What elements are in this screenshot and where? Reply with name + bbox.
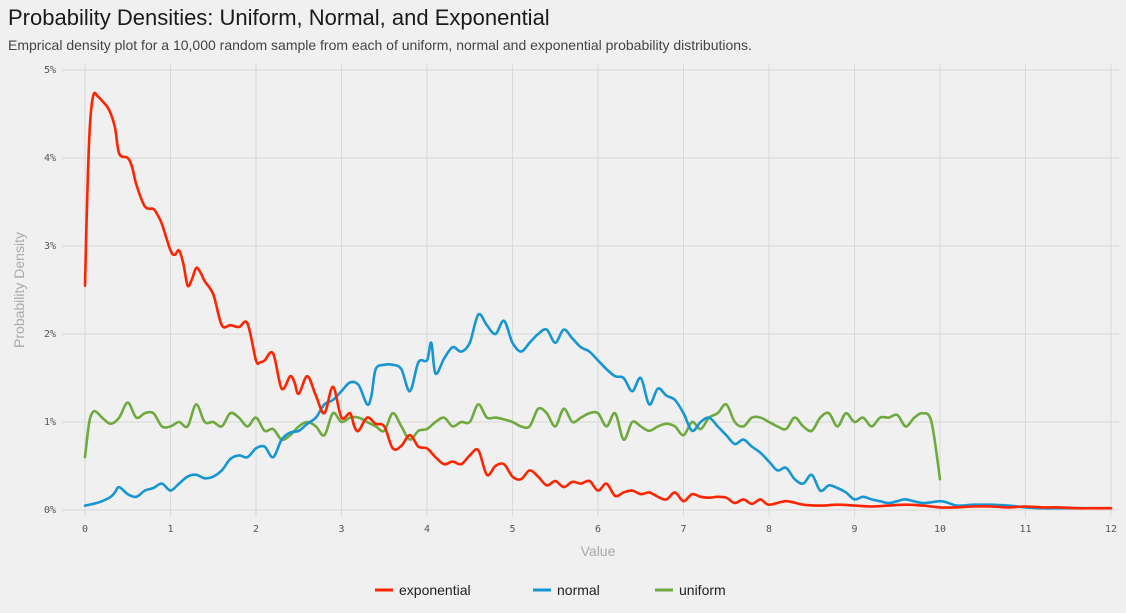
series-line-uniform <box>83 401 942 481</box>
y-tick-label: 0% <box>44 505 56 516</box>
chart-subtitle: Emprical density plot for a 10,000 rando… <box>8 37 752 53</box>
x-tick-label: 11 <box>1019 524 1031 535</box>
y-axis-title: Probability Density <box>11 232 27 348</box>
series-line-exponential <box>83 91 1113 510</box>
x-tick-label: 8 <box>766 524 772 535</box>
grid-lines <box>62 64 1119 516</box>
y-tick-label: 1% <box>44 417 56 428</box>
y-tick-label: 5% <box>44 65 56 76</box>
x-tick-label: 3 <box>338 524 344 535</box>
legend: exponential normal uniform <box>375 582 726 598</box>
x-tick-label: 5 <box>509 524 515 535</box>
y-tick-label: 2% <box>44 329 56 340</box>
x-tick-label: 6 <box>595 524 601 535</box>
chart-title: Probability Densities: Uniform, Normal, … <box>8 5 550 30</box>
x-tick-label: 0 <box>82 524 88 535</box>
x-tick-label: 1 <box>167 524 173 535</box>
series-line-normal <box>83 312 1096 510</box>
x-axis-ticks: 0 1 2 3 4 5 6 7 8 9 10 11 12 <box>82 524 1117 535</box>
x-axis-title: Value <box>581 543 616 559</box>
y-tick-label: 3% <box>44 241 56 252</box>
x-tick-label: 4 <box>424 524 430 535</box>
y-tick-label: 4% <box>44 153 56 164</box>
y-axis-ticks: 0% 1% 2% 3% 4% 5% <box>44 65 56 516</box>
legend-label-uniform: uniform <box>679 582 726 598</box>
x-tick-label: 10 <box>934 524 946 535</box>
legend-label-exponential: exponential <box>399 582 471 598</box>
x-tick-label: 12 <box>1105 524 1117 535</box>
x-tick-label: 7 <box>680 524 686 535</box>
legend-label-normal: normal <box>557 582 600 598</box>
x-tick-label: 9 <box>851 524 857 535</box>
series-lines <box>83 91 1113 510</box>
x-tick-label: 2 <box>253 524 259 535</box>
